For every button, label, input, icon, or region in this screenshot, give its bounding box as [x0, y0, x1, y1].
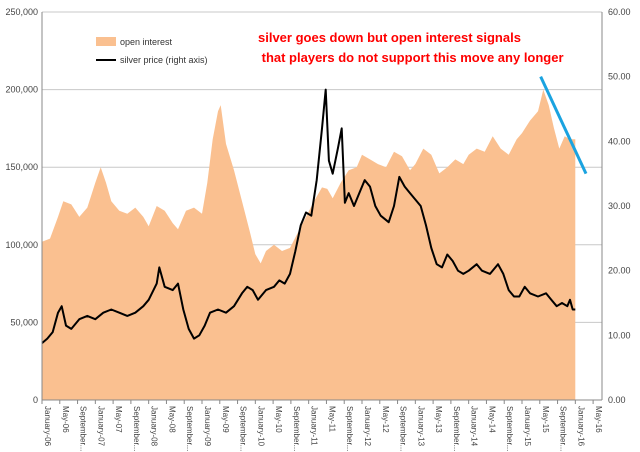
x-tick-label: September... — [345, 406, 354, 451]
y-axis-left-ticks: 0 50,000 100,000 150,000 200,000 250,000 — [5, 7, 38, 405]
y-left-tick-label: 200,000 — [5, 85, 38, 95]
y-right-tick-label: 50.00 — [608, 72, 631, 82]
annotation: silver goes down but open interest signa… — [258, 30, 564, 65]
annotation-line-2: that players do not support this move an… — [258, 50, 564, 65]
x-tick-label: January-14 — [470, 406, 479, 447]
legend: open interest silver price (right axis) — [96, 37, 208, 65]
x-tick-label: May-14 — [487, 406, 496, 433]
x-tick-label: January-11 — [310, 406, 319, 446]
x-tick-label: January-06 — [43, 406, 52, 447]
y-axis-right-ticks: 0.00 10.00 20.00 30.00 40.00 50.00 60.00 — [608, 7, 631, 405]
x-tick-label: January-10 — [256, 406, 265, 447]
x-tick-label: May-06 — [61, 406, 70, 433]
downtrend-arrow — [539, 76, 588, 175]
y-right-tick-label: 0.00 — [608, 395, 626, 405]
x-tick-label: January-12 — [363, 406, 372, 447]
legend-label-open-interest: open interest — [120, 37, 173, 47]
x-tick-label: September... — [239, 406, 248, 451]
x-tick-label: May-16 — [594, 406, 603, 433]
x-tick-label: January-07 — [96, 406, 105, 447]
x-axis-ticks: January-06 May-06 September... January-07 Ma… — [41, 400, 603, 451]
silver-price-line — [41, 88, 576, 344]
x-tick-label: January-15 — [523, 406, 532, 447]
x-tick-label: September... — [185, 406, 194, 451]
x-tick-label: September... — [505, 406, 514, 451]
x-tick-label: September... — [79, 406, 88, 451]
x-tick-label: January-08 — [150, 406, 159, 447]
x-tick-label: September... — [559, 406, 568, 451]
x-tick-label: September... — [399, 406, 408, 451]
x-tick-label: May-12 — [381, 406, 390, 433]
x-tick-label: May-09 — [221, 406, 230, 433]
x-tick-label: September... — [292, 406, 301, 451]
open-interest-area — [42, 89, 576, 400]
x-tick-label: May-08 — [167, 406, 176, 433]
y-left-tick-label: 50,000 — [10, 317, 38, 327]
x-tick-label: September... — [132, 406, 141, 451]
x-tick-label: January-09 — [203, 406, 212, 447]
y-left-tick-label: 250,000 — [5, 7, 38, 17]
x-tick-label: January-16 — [576, 406, 585, 447]
legend-swatch-open-interest — [96, 37, 116, 46]
y-right-tick-label: 20.00 — [608, 266, 631, 276]
x-tick-label: May-11 — [327, 406, 336, 433]
y-right-tick-label: 10.00 — [608, 330, 631, 340]
y-left-tick-label: 100,000 — [5, 240, 38, 250]
legend-label-silver-price: silver price (right axis) — [120, 55, 208, 65]
y-left-tick-label: 150,000 — [5, 162, 38, 172]
x-tick-label: September... — [452, 406, 461, 451]
annotation-line-1: silver goes down but open interest signa… — [258, 30, 521, 45]
y-right-tick-label: 60.00 — [608, 7, 631, 17]
x-tick-label: May-10 — [274, 406, 283, 433]
x-tick-label: January-13 — [416, 406, 425, 447]
x-tick-label: May-13 — [434, 406, 443, 433]
y-right-tick-label: 40.00 — [608, 136, 631, 146]
x-tick-label: May-07 — [114, 406, 123, 433]
y-left-tick-label: 0 — [33, 395, 38, 405]
x-tick-label: May-15 — [541, 406, 550, 433]
y-right-tick-label: 30.00 — [608, 201, 631, 211]
